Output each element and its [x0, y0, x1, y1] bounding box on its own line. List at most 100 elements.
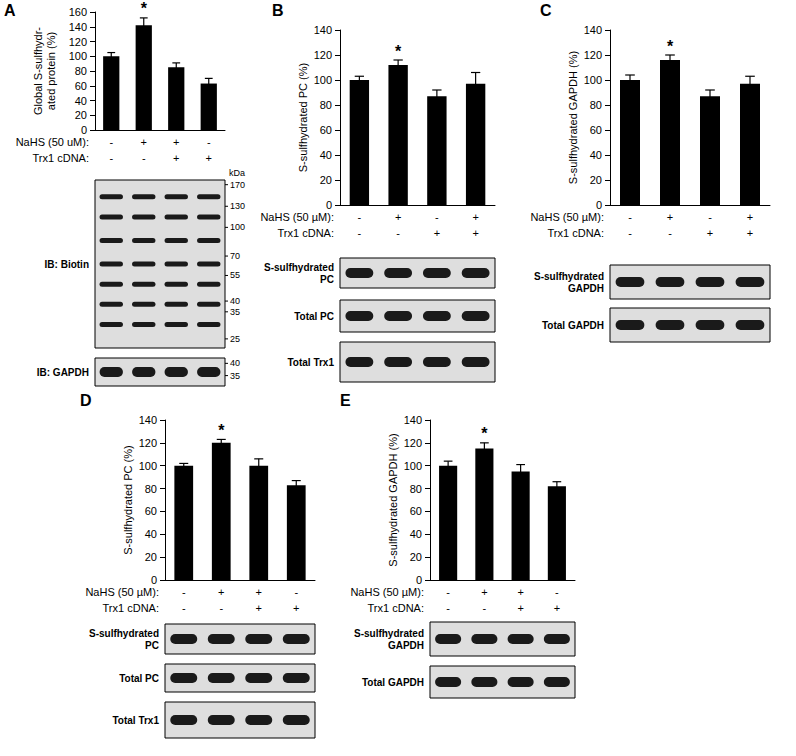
svg-text:Total Trx1: Total Trx1: [113, 715, 160, 726]
svg-text:S-sulfhydrated: S-sulfhydrated: [89, 628, 159, 639]
svg-text:-: -: [142, 152, 146, 164]
svg-text:120: 120: [404, 437, 422, 449]
svg-text:-: -: [668, 227, 672, 239]
svg-text:NaHS (50 µM):: NaHS (50 µM):: [350, 586, 424, 598]
svg-text:+: +: [747, 211, 753, 223]
svg-text:Total PC: Total PC: [294, 311, 334, 322]
svg-text:NaHS (50 µM):: NaHS (50 µM):: [85, 586, 159, 598]
svg-text:80: 80: [410, 483, 422, 495]
svg-text:+: +: [395, 211, 401, 223]
svg-text:IB: GAPDH: IB: GAPDH: [37, 367, 89, 378]
svg-text:-: -: [207, 136, 211, 148]
svg-text:100: 100: [404, 460, 422, 472]
svg-text:-: -: [446, 586, 450, 598]
svg-text:NaHS (50 µM):: NaHS (50 µM):: [530, 211, 604, 223]
svg-text:*: *: [395, 43, 402, 60]
svg-text:-: -: [182, 586, 186, 598]
svg-text:40: 40: [230, 358, 240, 368]
svg-text:D: D: [80, 392, 92, 409]
svg-text:Trx1 cDNA:: Trx1 cDNA:: [548, 227, 604, 239]
svg-text:20: 20: [590, 174, 602, 186]
svg-text:35: 35: [230, 371, 240, 381]
svg-text:40: 40: [590, 149, 602, 161]
svg-text:140: 140: [314, 24, 332, 36]
svg-text:100: 100: [230, 222, 245, 232]
svg-text:GAPDH: GAPDH: [388, 640, 424, 651]
svg-text:S-sulfhydrated: S-sulfhydrated: [264, 262, 334, 273]
svg-text:0: 0: [596, 199, 602, 211]
svg-text:+: +: [173, 136, 179, 148]
svg-text:+: +: [434, 227, 440, 239]
svg-text:Trx1 cDNA:: Trx1 cDNA:: [103, 602, 159, 614]
svg-text:PC: PC: [145, 640, 159, 651]
svg-text:A: A: [4, 2, 16, 19]
svg-text:25: 25: [230, 334, 240, 344]
svg-text:+: +: [293, 602, 299, 614]
svg-text:S-sulfhydrated: S-sulfhydrated: [534, 271, 604, 282]
svg-text:140: 140: [584, 24, 602, 36]
svg-text:*: *: [481, 425, 488, 442]
svg-text:-: -: [708, 211, 712, 223]
svg-text:S-sulfhydrated PC (%): S-sulfhydrated PC (%): [122, 445, 134, 554]
svg-text:130: 130: [230, 201, 245, 211]
svg-text:60: 60: [145, 505, 157, 517]
svg-text:S-sulfhydrated PC (%): S-sulfhydrated PC (%): [297, 63, 309, 172]
svg-text:-: -: [219, 602, 223, 614]
svg-text:60: 60: [320, 124, 332, 136]
svg-text:-: -: [109, 152, 113, 164]
svg-text:120: 120: [584, 49, 602, 61]
svg-text:+: +: [206, 152, 212, 164]
svg-text:+: +: [481, 586, 487, 598]
svg-text:Global S-sulfhydr-: Global S-sulfhydr-: [32, 27, 44, 115]
svg-text:S-sulfhydrated: S-sulfhydrated: [354, 628, 424, 639]
svg-text:+: +: [141, 136, 147, 148]
svg-text:*: *: [141, 0, 148, 17]
svg-text:20: 20: [410, 551, 422, 563]
svg-text:IB: Biotin: IB: Biotin: [45, 259, 89, 270]
svg-text:kDa: kDa: [229, 168, 245, 178]
svg-text:20: 20: [320, 174, 332, 186]
svg-text:40: 40: [320, 149, 332, 161]
svg-text:170: 170: [230, 180, 245, 190]
svg-text:+: +: [472, 227, 478, 239]
svg-text:Trx1 cDNA:: Trx1 cDNA:: [278, 227, 334, 239]
svg-text:40: 40: [75, 95, 87, 107]
svg-text:80: 80: [320, 99, 332, 111]
svg-text:-: -: [446, 602, 450, 614]
svg-text:120: 120: [139, 437, 157, 449]
svg-text:-: -: [294, 586, 298, 598]
svg-text:60: 60: [410, 505, 422, 517]
svg-text:Trx1 cDNA:: Trx1 cDNA:: [368, 602, 424, 614]
svg-text:0: 0: [81, 124, 87, 136]
svg-text:+: +: [707, 227, 713, 239]
svg-text:*: *: [218, 422, 225, 439]
svg-text:20: 20: [75, 109, 87, 121]
svg-text:-: -: [483, 602, 487, 614]
svg-text:120: 120: [69, 36, 87, 48]
svg-text:0: 0: [416, 574, 422, 586]
svg-text:80: 80: [75, 65, 87, 77]
svg-text:80: 80: [145, 483, 157, 495]
svg-text:+: +: [173, 152, 179, 164]
svg-text:+: +: [218, 586, 224, 598]
svg-text:20: 20: [145, 551, 157, 563]
svg-text:+: +: [667, 211, 673, 223]
svg-text:-: -: [396, 227, 400, 239]
svg-text:-: -: [358, 211, 362, 223]
svg-text:-: -: [358, 227, 362, 239]
svg-text:+: +: [256, 586, 262, 598]
svg-text:GAPDH: GAPDH: [568, 283, 604, 294]
svg-text:PC: PC: [320, 274, 334, 285]
svg-text:S-sulfhydrated GAPDH (%): S-sulfhydrated GAPDH (%): [567, 51, 579, 184]
svg-text:40: 40: [145, 528, 157, 540]
svg-text:S-sulfhydrated GAPDH (%): S-sulfhydrated GAPDH (%): [387, 433, 399, 566]
svg-text:40: 40: [410, 528, 422, 540]
svg-text:40: 40: [230, 296, 240, 306]
svg-text:100: 100: [69, 50, 87, 62]
svg-text:Trx1 cDNA:: Trx1 cDNA:: [33, 152, 89, 164]
svg-text:70: 70: [230, 251, 240, 261]
svg-text:Total PC: Total PC: [119, 673, 159, 684]
svg-text:Total GAPDH: Total GAPDH: [542, 320, 604, 331]
svg-text:-: -: [182, 602, 186, 614]
svg-text:80: 80: [590, 99, 602, 111]
